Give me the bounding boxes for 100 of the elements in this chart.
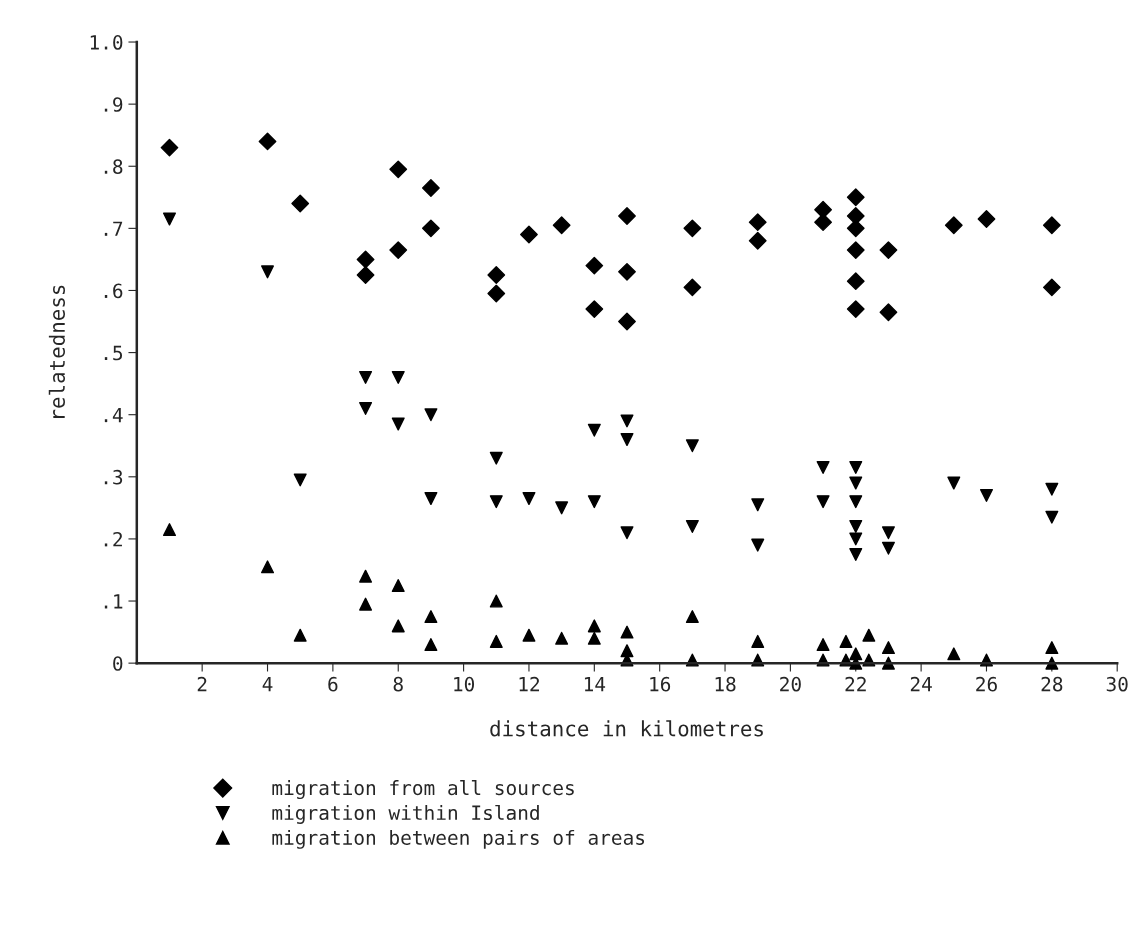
y-tick-label: .6 xyxy=(104,283,123,299)
point xyxy=(555,631,569,645)
point xyxy=(1045,482,1059,496)
x-tick-label: 8 xyxy=(393,676,403,692)
point xyxy=(359,401,373,415)
y-tick-label: .7 xyxy=(104,221,123,236)
point xyxy=(162,523,176,537)
point xyxy=(258,132,277,151)
point xyxy=(555,501,569,515)
y-tick-label: .4 xyxy=(104,407,123,423)
x-tick-label: 24 xyxy=(910,676,932,692)
point xyxy=(422,219,440,238)
point xyxy=(424,492,438,506)
point xyxy=(585,300,604,319)
point xyxy=(816,495,830,509)
point xyxy=(849,495,863,509)
legend-label: migration within Island xyxy=(272,804,539,824)
point xyxy=(424,408,438,422)
point xyxy=(846,272,865,291)
y-tick-label: 0 xyxy=(113,656,123,671)
point xyxy=(618,312,636,331)
point xyxy=(683,278,702,297)
y-tick-label: .1 xyxy=(104,594,123,609)
point xyxy=(849,476,863,490)
point xyxy=(751,538,765,552)
point xyxy=(685,519,699,534)
x-tick-label: 20 xyxy=(780,676,801,692)
point xyxy=(391,370,405,384)
point xyxy=(683,219,702,238)
x-tick-label: 16 xyxy=(650,676,671,692)
point xyxy=(587,631,601,645)
point xyxy=(359,569,373,583)
point xyxy=(685,610,699,624)
x-tick-label: 28 xyxy=(1041,676,1063,692)
point xyxy=(391,417,405,431)
point xyxy=(389,241,408,260)
point xyxy=(1045,656,1059,670)
point xyxy=(359,370,373,384)
point xyxy=(849,519,863,534)
x-tick-label: 12 xyxy=(519,676,540,692)
point xyxy=(979,488,993,502)
point xyxy=(422,179,440,197)
point xyxy=(424,638,438,652)
point xyxy=(489,495,503,509)
x-tick-label: 18 xyxy=(715,676,736,692)
point xyxy=(881,526,895,540)
point xyxy=(489,634,503,648)
x-tick-label: 14 xyxy=(584,677,606,692)
y-tick-label: .9 xyxy=(104,97,123,112)
point xyxy=(879,303,898,322)
point xyxy=(391,619,405,633)
x-tick-label: 10 xyxy=(454,676,475,692)
y-axis-title: relatedness xyxy=(48,285,66,418)
x-tick-label: 22 xyxy=(845,676,866,692)
point xyxy=(751,498,765,512)
point xyxy=(522,492,536,506)
point xyxy=(977,210,996,228)
point xyxy=(587,423,601,437)
point xyxy=(618,207,636,225)
point xyxy=(881,541,895,555)
point xyxy=(1045,641,1059,655)
point xyxy=(751,634,765,648)
point xyxy=(389,160,408,179)
point xyxy=(293,473,307,487)
point xyxy=(947,647,961,661)
point xyxy=(1042,216,1061,235)
point xyxy=(391,578,405,593)
point xyxy=(685,439,699,453)
point xyxy=(849,532,863,546)
point xyxy=(160,138,179,157)
point xyxy=(587,495,601,509)
point xyxy=(846,241,865,260)
point xyxy=(846,300,865,319)
legend-label: migration between pairs of areas xyxy=(272,829,645,849)
point xyxy=(261,560,275,574)
point xyxy=(618,262,636,281)
point xyxy=(552,216,571,235)
point xyxy=(293,628,307,642)
point xyxy=(424,610,438,624)
point xyxy=(620,625,634,639)
y-tick-label: .3 xyxy=(104,469,123,485)
point xyxy=(1045,510,1059,524)
point xyxy=(520,225,538,244)
point xyxy=(620,433,634,447)
point xyxy=(881,641,895,655)
point xyxy=(587,619,601,633)
y-tick-label: .2 xyxy=(104,531,122,547)
point xyxy=(487,284,506,303)
point xyxy=(487,266,506,284)
point xyxy=(849,460,863,474)
point xyxy=(489,594,503,608)
legend-label: migration from all sources xyxy=(272,780,574,800)
point xyxy=(839,634,853,648)
point xyxy=(620,526,634,540)
point xyxy=(748,231,767,250)
point xyxy=(359,597,373,611)
point xyxy=(620,414,634,428)
point xyxy=(585,256,604,275)
point xyxy=(862,628,876,642)
x-tick-label: 2 xyxy=(197,676,207,692)
